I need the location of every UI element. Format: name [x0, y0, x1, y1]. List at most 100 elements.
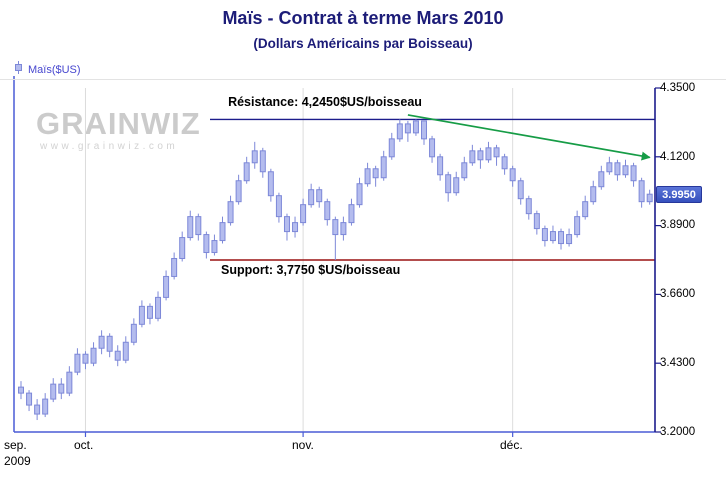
candle-body [517, 180, 524, 200]
support-label: Support: 3,7750 $US/boisseau [221, 263, 401, 277]
y-axis-tick-label: 3.2000 [660, 426, 696, 438]
chart-subtitle: (Dollars Américains par Boisseau) [253, 36, 473, 51]
candle-body [582, 201, 589, 218]
candle-body [155, 296, 162, 319]
resistance-label: Résistance: 4,2450$US/boisseau [228, 95, 422, 109]
candle-body [501, 156, 508, 170]
candle-body [541, 228, 548, 242]
candle-body [146, 305, 153, 319]
legend: Maïs($US) [0, 60, 726, 80]
candle-body [364, 168, 371, 185]
candle-body [235, 180, 242, 203]
candle-body [82, 353, 89, 364]
candle-body [412, 120, 419, 134]
candle-body [74, 353, 81, 373]
candle-body [267, 171, 274, 197]
candle-body [171, 258, 178, 277]
candle-body [106, 335, 113, 352]
y-axis-tick-label: 4.1200 [660, 151, 696, 163]
last-price-badge: 3.9950 [656, 186, 702, 203]
candle-body [34, 404, 41, 415]
watermark: GRAINWIZ www.grainwiz.com [36, 106, 201, 153]
watermark-logo: GRAINWIZ [36, 106, 201, 141]
candle-body [50, 383, 57, 400]
x-axis-year: 2009 [4, 454, 31, 468]
y-axis-tick-label: 3.6600 [660, 288, 696, 300]
candle-body [445, 174, 452, 194]
candle-body [646, 193, 653, 203]
candle-body [292, 222, 299, 233]
x-axis-label: déc. [500, 438, 523, 452]
candle-body [324, 201, 331, 221]
trendline [407, 114, 651, 161]
candle-body [98, 335, 105, 349]
candle-body [404, 123, 411, 134]
candle-body [477, 150, 484, 161]
candle-body [251, 150, 258, 164]
legend-label: Maïs($US) [28, 63, 81, 76]
candle-body [509, 168, 516, 182]
watermark-url: www.grainwiz.com [40, 141, 179, 152]
candle-body [485, 147, 492, 161]
candle-body [606, 162, 613, 173]
candle-body [566, 234, 573, 245]
candle-body [283, 216, 290, 233]
candle-body [259, 150, 266, 173]
candle-body [195, 216, 202, 236]
x-axis-label: oct. [74, 438, 94, 452]
candle-body [598, 171, 605, 188]
candle-body [219, 222, 226, 242]
candle-body [203, 234, 210, 254]
candle-body [469, 150, 476, 164]
candle-body [138, 305, 145, 325]
candlestick-icon [14, 60, 23, 79]
candle-body [614, 162, 621, 176]
candle-body [227, 201, 234, 224]
candle-body [421, 120, 427, 140]
candle-body [308, 189, 315, 206]
candle-body [356, 183, 363, 206]
candle-body [122, 341, 129, 361]
candle-body [243, 162, 250, 182]
x-axis-label: nov. [292, 438, 314, 452]
candle-body [90, 347, 97, 364]
candle-body [163, 275, 170, 298]
candle-body [493, 147, 500, 158]
candle-body [66, 371, 73, 394]
candle-body [453, 177, 460, 194]
candle-body [574, 216, 581, 236]
candle-body [348, 204, 355, 224]
candle-body [332, 219, 339, 236]
candle-body [533, 213, 540, 230]
y-axis-tick-label: 4.3500 [660, 82, 696, 94]
x-axis-label: sep. [4, 438, 27, 452]
candle-body [275, 195, 282, 218]
candle-body [429, 138, 436, 158]
candle-body [300, 204, 307, 224]
candle-body [590, 186, 597, 203]
candle-body [388, 138, 395, 158]
candle-body [340, 222, 347, 236]
candle-body [58, 383, 65, 394]
candle-body [437, 156, 444, 176]
candle-body [630, 165, 637, 182]
candle-body [211, 240, 218, 254]
candle-body [42, 398, 49, 415]
candles-layer [18, 119, 653, 421]
candle-body [525, 198, 532, 215]
candle-body [316, 189, 323, 203]
candle-body [622, 165, 629, 176]
candle-body [26, 392, 33, 406]
chart-title: Maïs - Contrat à terme Mars 2010 [222, 8, 504, 28]
candle-body [114, 350, 121, 361]
candle-body [130, 323, 137, 343]
candle-body [380, 156, 387, 179]
candle-body [638, 180, 645, 203]
y-axis-tick-label: 3.4300 [660, 357, 696, 369]
y-axis-tick-label: 3.8900 [660, 219, 696, 231]
candle-body [18, 386, 24, 394]
candle-body [549, 231, 556, 242]
candle-body [461, 162, 468, 179]
